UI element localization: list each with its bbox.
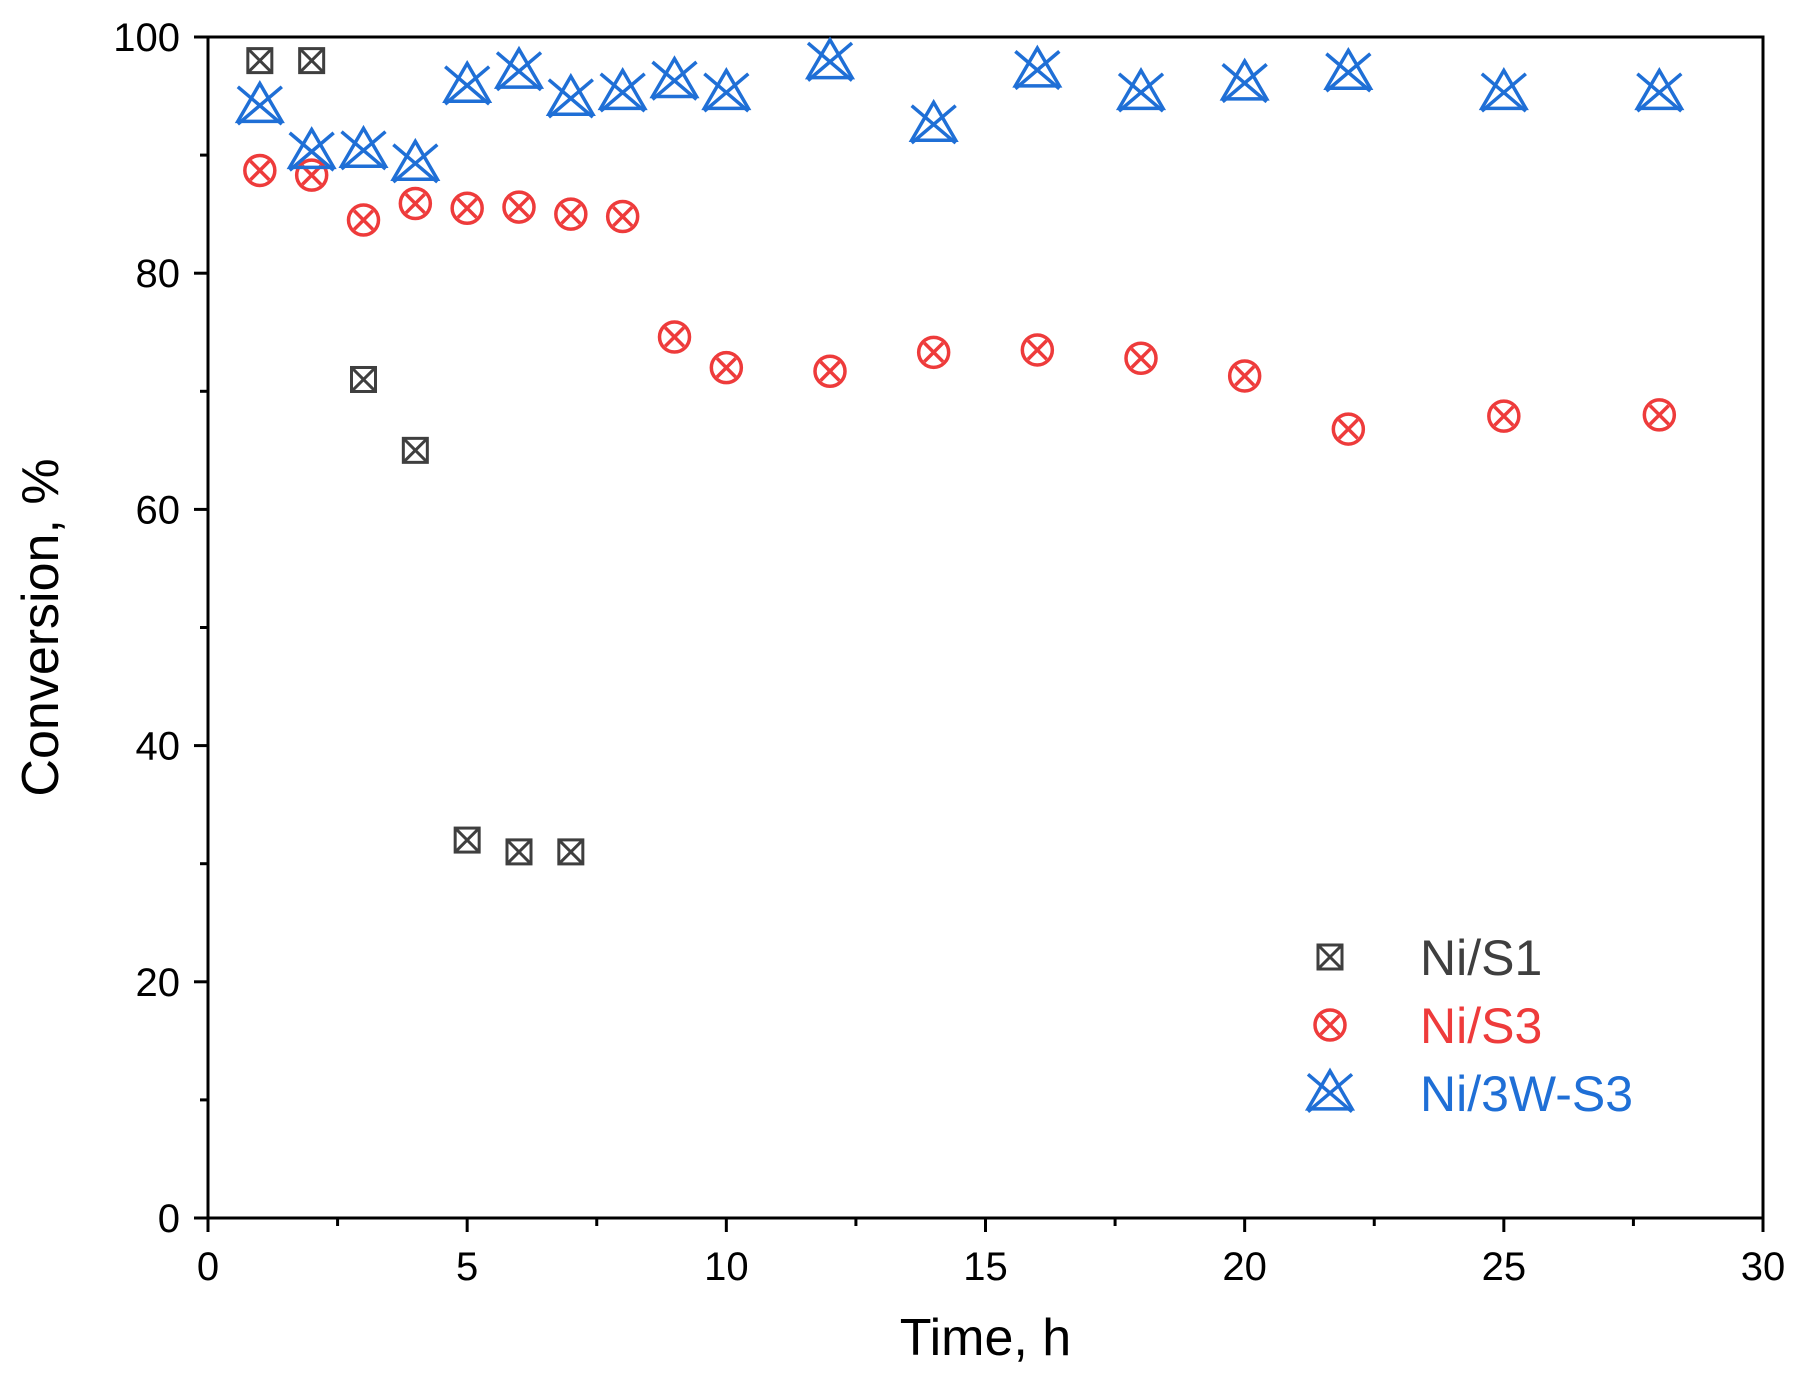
data-point — [346, 203, 381, 237]
data-point — [243, 153, 277, 188]
series-ni-s1 — [246, 47, 585, 866]
data-point — [298, 47, 326, 75]
data-point — [1634, 67, 1685, 113]
series-ni-s3 — [243, 153, 1677, 446]
y-tick-label: 80 — [136, 252, 181, 296]
legend-label: Ni/S1 — [1420, 930, 1542, 986]
data-point — [294, 158, 329, 192]
data-point — [649, 55, 700, 101]
data-point — [908, 98, 959, 145]
legend-label: Ni/3W-S3 — [1420, 1066, 1633, 1122]
data-point — [338, 124, 389, 171]
y-tick-label: 20 — [136, 961, 181, 1005]
data-point — [390, 137, 441, 184]
data-point — [709, 350, 744, 385]
data-point — [1331, 412, 1366, 446]
legend-label: Ni/S3 — [1420, 998, 1542, 1054]
data-point — [804, 36, 856, 82]
data-point — [657, 320, 692, 354]
legend: Ni/S1 Ni/S3 Ni/3W-S3 — [1304, 930, 1633, 1122]
x-tick-label: 5 — [456, 1245, 478, 1289]
tick-labels: 0 5 10 15 20 25 30 0 20 40 60 80 100 — [113, 16, 1785, 1289]
data-point — [916, 335, 951, 370]
data-point — [401, 436, 429, 464]
data-point — [450, 191, 484, 225]
data-point — [398, 186, 433, 221]
x-tick-label: 20 — [1222, 1245, 1267, 1289]
x-tick-label: 30 — [1741, 1245, 1786, 1289]
series-ni-3w-s3 — [234, 36, 1685, 184]
data-point — [234, 80, 285, 126]
data-point — [1020, 333, 1055, 367]
data-point — [1227, 359, 1262, 393]
tick-marks — [194, 35, 1765, 1232]
data-point — [1012, 44, 1063, 91]
y-tick-label: 100 — [113, 16, 180, 60]
data-point — [1219, 57, 1270, 104]
legend-marker — [1313, 1008, 1347, 1042]
data-point — [350, 365, 377, 393]
data-points — [234, 36, 1685, 866]
x-tick-label: 25 — [1482, 1245, 1527, 1289]
data-point — [286, 126, 337, 172]
data-point — [1487, 399, 1521, 433]
x-tick-label: 10 — [704, 1245, 749, 1289]
x-tick-label: 0 — [197, 1245, 219, 1289]
data-point — [545, 72, 596, 119]
x-tick-label: 15 — [963, 1245, 1008, 1289]
data-point — [493, 45, 545, 92]
y-tick-label: 40 — [136, 725, 181, 769]
y-axis-title: Conversion, % — [12, 458, 70, 796]
data-point — [502, 190, 536, 224]
x-axis-title: Time, h — [900, 1309, 1071, 1367]
legend-marker — [1304, 1067, 1356, 1114]
data-point — [554, 197, 588, 231]
data-point — [505, 838, 533, 866]
data-point — [246, 47, 274, 75]
data-point — [1124, 341, 1158, 375]
data-point — [1323, 46, 1374, 93]
data-point — [701, 67, 752, 113]
y-tick-label: 0 — [158, 1197, 180, 1241]
data-point — [605, 199, 640, 234]
data-point — [1115, 67, 1167, 113]
y-tick-label: 60 — [136, 488, 181, 532]
legend-marker — [1316, 943, 1344, 971]
data-point — [442, 59, 493, 106]
data-point — [1642, 398, 1677, 432]
data-point — [453, 826, 481, 854]
data-point — [813, 354, 847, 388]
data-point — [557, 838, 585, 866]
data-point — [1478, 67, 1529, 113]
data-point — [597, 67, 648, 113]
